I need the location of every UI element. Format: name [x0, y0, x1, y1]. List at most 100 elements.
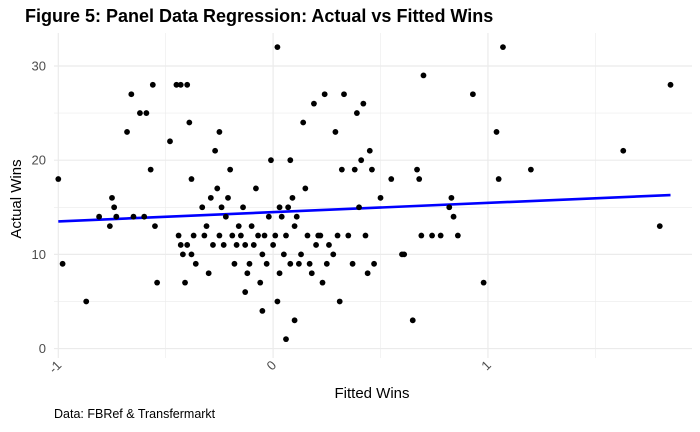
data-point — [149, 81, 156, 88]
data-point — [203, 223, 210, 230]
data-point — [261, 232, 268, 239]
data-point — [287, 157, 294, 164]
data-point — [280, 251, 287, 258]
data-point — [291, 223, 298, 230]
data-point — [137, 110, 143, 116]
regression-fit-line — [58, 193, 671, 223]
data-point — [184, 242, 191, 248]
data-point — [210, 242, 216, 248]
data-point — [302, 185, 309, 192]
data-point — [253, 185, 259, 192]
data-point — [493, 129, 500, 135]
data-point — [177, 242, 184, 248]
x-tick-label: -1 — [46, 358, 65, 377]
data-point — [246, 260, 253, 267]
data-point — [401, 251, 408, 258]
data-point — [291, 317, 298, 324]
data-point — [205, 270, 212, 277]
x-axis-title: Fitted Wins — [334, 385, 409, 402]
data-point — [319, 279, 326, 286]
data-point — [341, 91, 347, 98]
data-point — [220, 242, 227, 248]
y-tick-label: 0 — [39, 341, 46, 356]
fit-line-layer — [58, 193, 671, 223]
data-point — [450, 213, 457, 220]
data-point — [295, 260, 302, 267]
y-tick-label: 10 — [32, 247, 46, 262]
data-point — [321, 91, 328, 98]
data-point — [656, 223, 663, 230]
x-tick-label: 0 — [264, 358, 280, 374]
data-point — [283, 232, 289, 239]
data-point — [495, 176, 502, 182]
data-point — [311, 100, 317, 107]
data-point — [418, 232, 425, 239]
data-point — [313, 242, 319, 248]
data-point — [289, 194, 296, 201]
data-point — [334, 232, 341, 239]
y-axis-title: Actual Wins — [8, 159, 25, 238]
data-point — [360, 100, 367, 107]
data-point — [143, 110, 150, 116]
data-point — [268, 157, 274, 164]
data-point — [231, 260, 238, 267]
data-point — [212, 147, 219, 154]
data-point — [480, 279, 487, 286]
data-point — [106, 223, 113, 230]
data-point — [242, 289, 249, 295]
data-point — [388, 176, 395, 182]
data-point — [298, 251, 304, 258]
data-point — [265, 213, 272, 220]
data-point — [182, 279, 188, 286]
data-point — [308, 270, 315, 277]
data-point — [353, 110, 360, 116]
data-point — [173, 81, 180, 88]
data-point — [214, 185, 221, 192]
data-point — [345, 232, 352, 239]
minor-grid — [54, 33, 692, 358]
data-point — [283, 336, 289, 343]
data-point — [326, 242, 332, 248]
x-tick-label: 1 — [478, 358, 494, 374]
data-point — [177, 81, 184, 88]
data-points — [55, 44, 674, 343]
data-point — [255, 232, 261, 239]
data-point — [263, 260, 270, 267]
data-point — [218, 204, 225, 211]
data-point — [124, 129, 130, 135]
data-point — [250, 242, 257, 248]
data-point — [154, 279, 161, 286]
data-point — [83, 298, 90, 305]
data-point — [190, 232, 197, 239]
data-point — [186, 119, 193, 126]
data-point — [207, 194, 214, 201]
data-point — [293, 213, 300, 220]
data-point — [527, 166, 534, 173]
data-point — [351, 166, 358, 173]
data-point — [336, 298, 343, 305]
data-point — [377, 194, 384, 201]
data-point — [429, 232, 435, 239]
data-point — [274, 298, 281, 305]
data-point — [175, 232, 182, 239]
data-point — [332, 129, 339, 135]
data-point — [59, 260, 66, 267]
data-point — [179, 251, 186, 258]
y-tick-label: 20 — [32, 153, 46, 168]
chart-title: Figure 5: Panel Data Regression: Actual … — [25, 6, 494, 26]
data-point — [199, 204, 206, 211]
data-point — [55, 176, 62, 182]
data-point — [222, 213, 229, 220]
data-point — [225, 194, 231, 201]
data-point — [276, 204, 283, 211]
data-point — [323, 260, 330, 267]
data-point — [371, 260, 377, 267]
data-point — [259, 251, 266, 258]
data-point — [356, 204, 362, 211]
data-point — [446, 204, 453, 211]
data-point — [216, 232, 223, 239]
data-point — [201, 232, 208, 239]
data-point — [188, 251, 195, 258]
data-point — [364, 270, 371, 277]
